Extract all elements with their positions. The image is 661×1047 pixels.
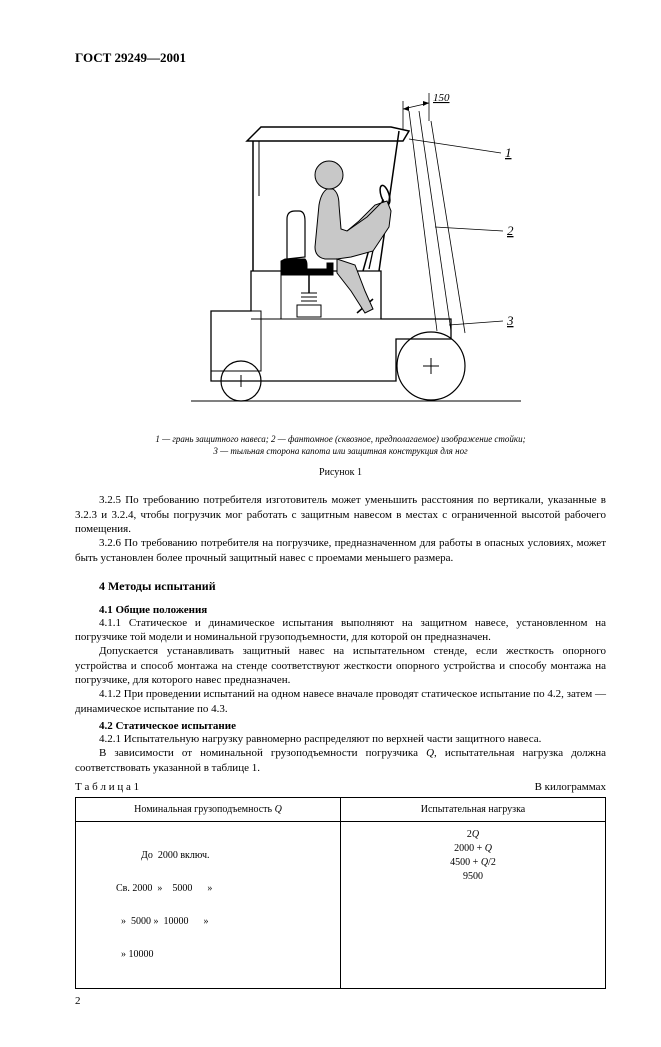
table-row: До 2000 включ. Св. 2000 » 5000 » » 5000 …	[76, 821, 605, 988]
para-4-2-1a: 4.2.1 Испытательную нагрузку равномерно …	[75, 732, 606, 746]
page-number: 2	[75, 995, 606, 1007]
section-4-1-title: 4.1 Общие положения	[75, 604, 606, 616]
forklift-diagram: 150 1 2	[151, 81, 531, 421]
svg-text:150: 150	[433, 92, 450, 104]
table-1-label: Т а б л и ц а 1	[75, 781, 139, 793]
section-4-title: 4 Методы испытаний	[75, 579, 606, 594]
doc-header: ГОСТ 29249—2001	[75, 50, 606, 66]
figure-caption: 1 — грань защитного навеса; 2 — фантомно…	[75, 434, 606, 457]
para-4-1-1: 4.1.1 Статическое и динамическое испытан…	[75, 616, 606, 645]
para-4-1-1b: Допускается устанавливать защитный навес…	[75, 644, 606, 687]
figure-1: 150 1 2	[75, 81, 606, 478]
svg-text:1: 1	[505, 145, 512, 160]
table-1-header: Т а б л и ц а 1 В килограммах	[75, 781, 606, 793]
para-4-2-1b: В зависимости от номинальной грузоподъем…	[75, 746, 606, 775]
table-1-unit: В килограммах	[535, 781, 606, 793]
table-1: Номинальная грузоподъемность Q Испытател…	[75, 797, 606, 989]
table-col-1-header: Номинальная грузоподъемность Q	[76, 797, 341, 821]
section-4-2-title: 4.2 Статическое испытание	[75, 720, 606, 732]
table-col-2-header: Испытательная нагрузка	[341, 797, 606, 821]
para-3-2-5: 3.2.5 По требованию потребителя изготови…	[75, 493, 606, 536]
svg-text:2: 2	[507, 223, 514, 238]
figure-label: Рисунок 1	[75, 467, 606, 478]
para-3-2-6: 3.2.6 По требованию потребителя на погру…	[75, 536, 606, 565]
para-4-1-2: 4.1.2 При проведении испытаний на одном …	[75, 687, 606, 716]
svg-text:3: 3	[506, 313, 514, 328]
